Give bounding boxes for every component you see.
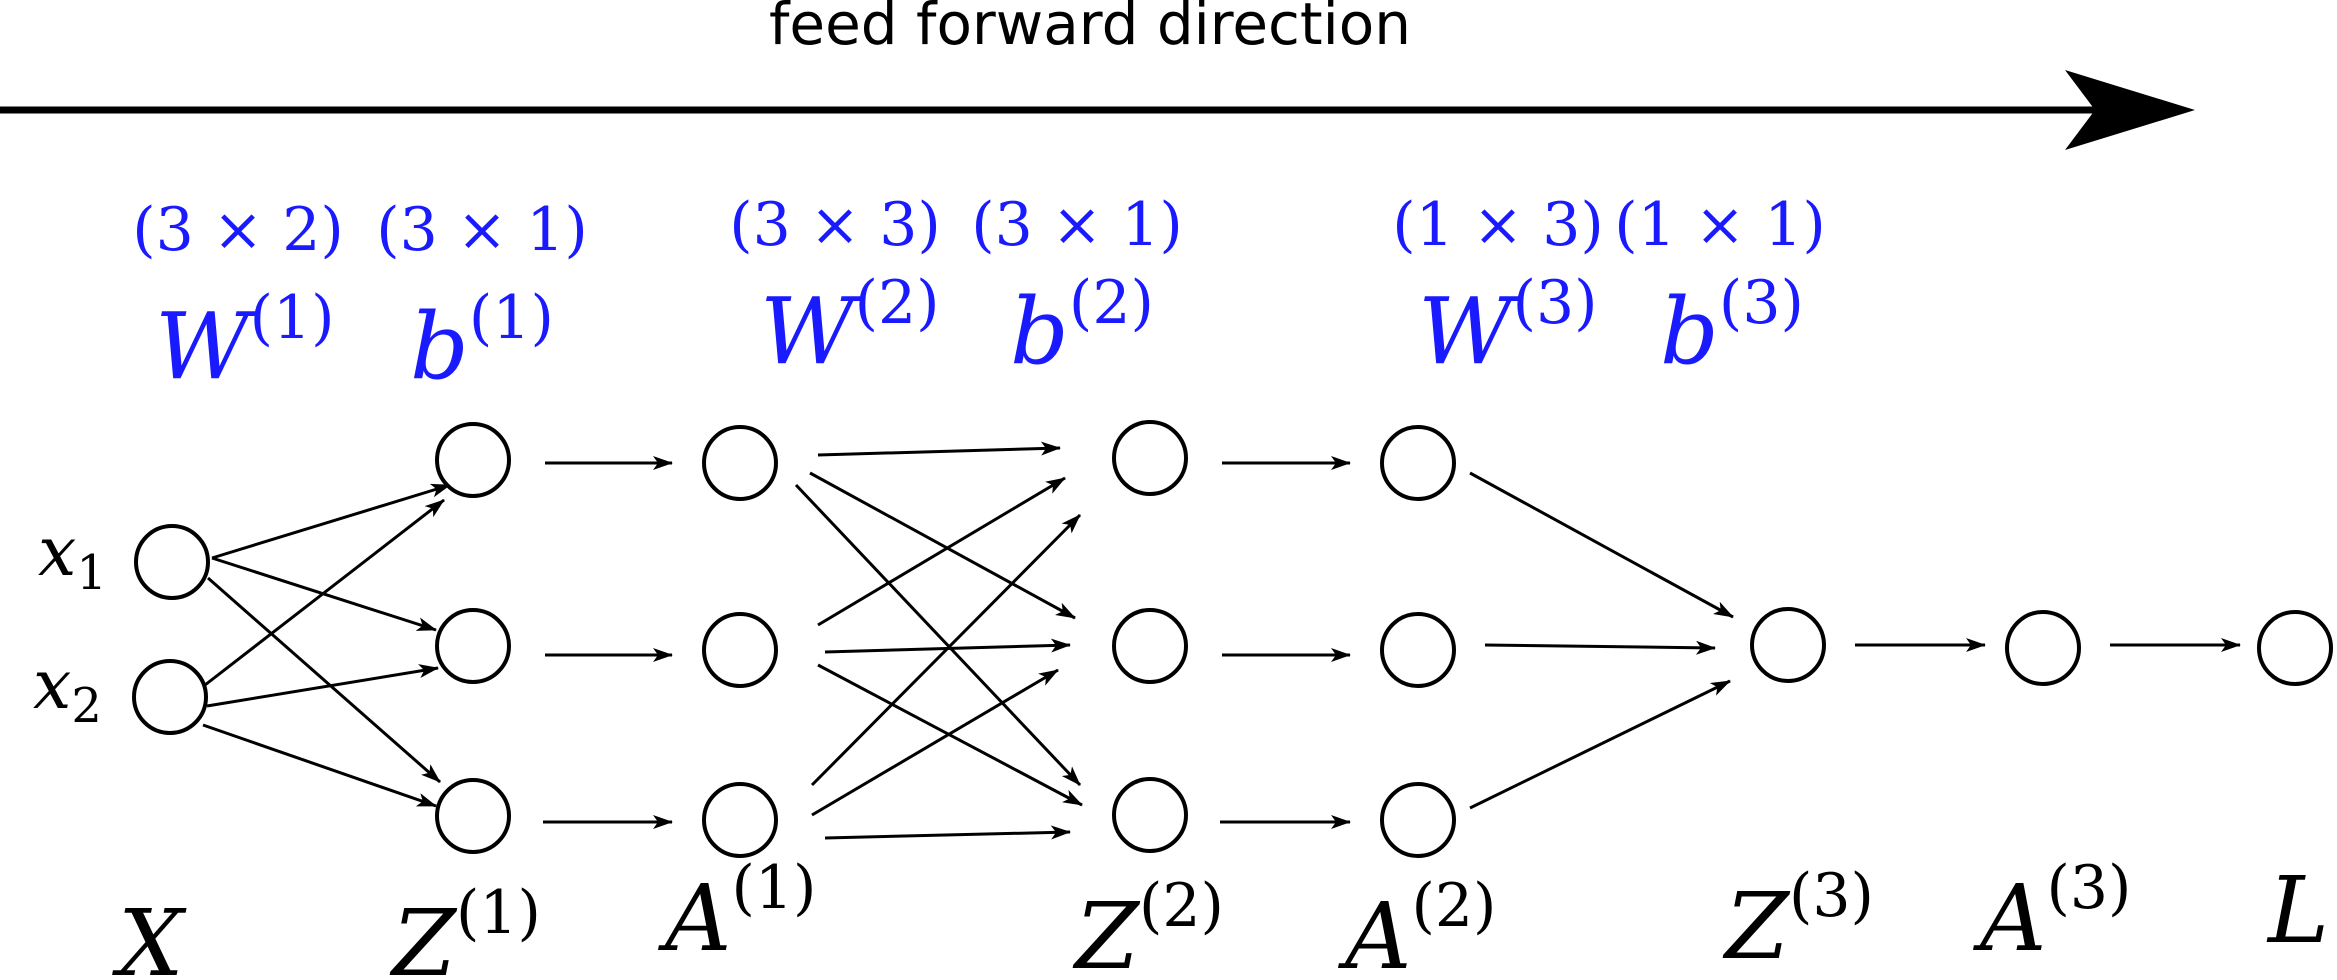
label-z1: Z(1)	[389, 878, 541, 980]
node-z2-1	[1112, 420, 1188, 496]
w1-shape: (3 × 2)	[132, 195, 344, 265]
node-z1-3	[435, 778, 511, 854]
node-a3	[2005, 610, 2081, 686]
b3-symbol: b(3)	[1660, 268, 1804, 385]
input-label-x1: x1	[38, 513, 107, 601]
b1-shape: (3 × 1)	[376, 195, 588, 265]
b1-symbol: b(1)	[410, 283, 554, 400]
node-z2-3	[1112, 777, 1188, 853]
node-z1-2	[435, 608, 511, 684]
w1-symbol: W(1)	[155, 283, 335, 400]
edges	[202, 441, 2241, 840]
layer-labels: X Z(1) A(1) Z(2) A(2) Z(3) A(3) L	[112, 853, 2329, 980]
node-a1-2	[702, 612, 778, 688]
node-z1-1	[435, 422, 511, 498]
label-a2: A(2)	[1337, 871, 1496, 980]
diagram-title: feed forward direction	[769, 0, 1411, 58]
b2-shape: (3 × 1)	[971, 190, 1183, 260]
node-a2-1	[1380, 425, 1456, 501]
w2-shape: (3 × 3)	[729, 190, 941, 260]
label-a1: A(1)	[657, 853, 816, 972]
node-z2-2	[1112, 608, 1188, 684]
node-z3	[1750, 607, 1826, 683]
w3-shape: (1 × 3)	[1392, 190, 1604, 260]
node-x1	[134, 524, 210, 600]
param-labels: (3 × 2) (3 × 1) W(1) b(1) (3 × 3) (3 × 1…	[132, 190, 1826, 400]
w2-symbol: W(2)	[760, 268, 940, 385]
input-label-x2: x2	[33, 646, 102, 734]
b3-shape: (1 × 1)	[1614, 190, 1826, 260]
w3-symbol: W(3)	[1418, 268, 1598, 385]
label-z3: Z(3)	[1722, 861, 1874, 980]
node-a2-3	[1380, 782, 1456, 858]
label-x: X	[112, 890, 187, 980]
label-a3: A(3)	[1972, 853, 2131, 972]
nodes	[132, 420, 2333, 858]
node-a1-1	[702, 425, 778, 501]
label-z2: Z(2)	[1072, 871, 1224, 980]
node-l	[2257, 610, 2333, 686]
feed-forward-arrow	[0, 70, 2195, 150]
b2-symbol: b(2)	[1010, 268, 1154, 385]
label-l: L	[2266, 857, 2329, 964]
node-x2	[132, 659, 208, 735]
node-a2-2	[1380, 612, 1456, 688]
node-a1-3	[702, 782, 778, 858]
